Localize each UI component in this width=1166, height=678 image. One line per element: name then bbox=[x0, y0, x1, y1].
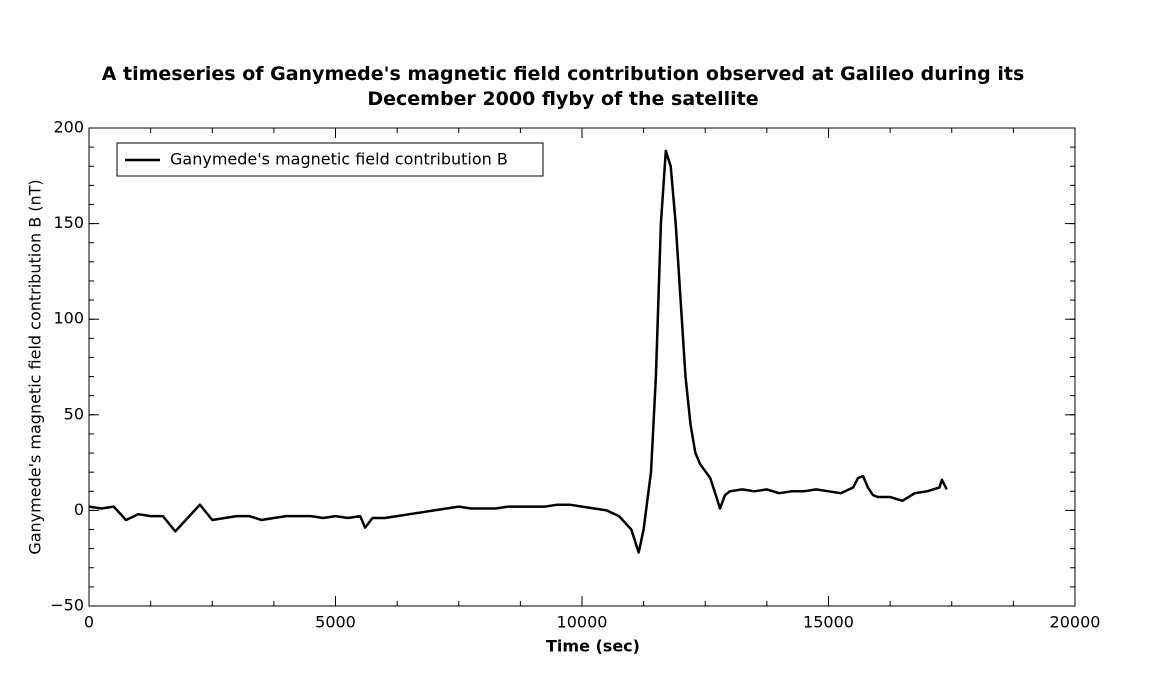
y-tick-label: 50 bbox=[64, 404, 84, 423]
x-tick-label: 0 bbox=[84, 613, 94, 632]
x-tick-label: 20000 bbox=[1050, 613, 1101, 632]
y-tick-label: 100 bbox=[53, 309, 84, 328]
x-tick-label: 10000 bbox=[557, 613, 608, 632]
chart-title: A timeseries of Ganymede's magnetic fiel… bbox=[101, 63, 1025, 110]
plot-frame bbox=[88, 127, 1076, 607]
x-axis-label: Time (sec) bbox=[546, 637, 640, 656]
y-tick-label: 150 bbox=[53, 213, 84, 232]
x-tick-label: 15000 bbox=[803, 613, 854, 632]
data-line bbox=[88, 149, 948, 554]
x-tick-label: 5000 bbox=[315, 613, 356, 632]
y-tick-label: −50 bbox=[50, 596, 84, 615]
legend-label: Ganymede's magnetic field contribution B bbox=[170, 150, 508, 169]
y-axis-label: Ganymede's magnetic field contribution B… bbox=[26, 179, 45, 554]
y-tick-label: 0 bbox=[74, 500, 84, 519]
legend-box bbox=[116, 142, 544, 177]
y-tick-label: 200 bbox=[53, 118, 84, 137]
